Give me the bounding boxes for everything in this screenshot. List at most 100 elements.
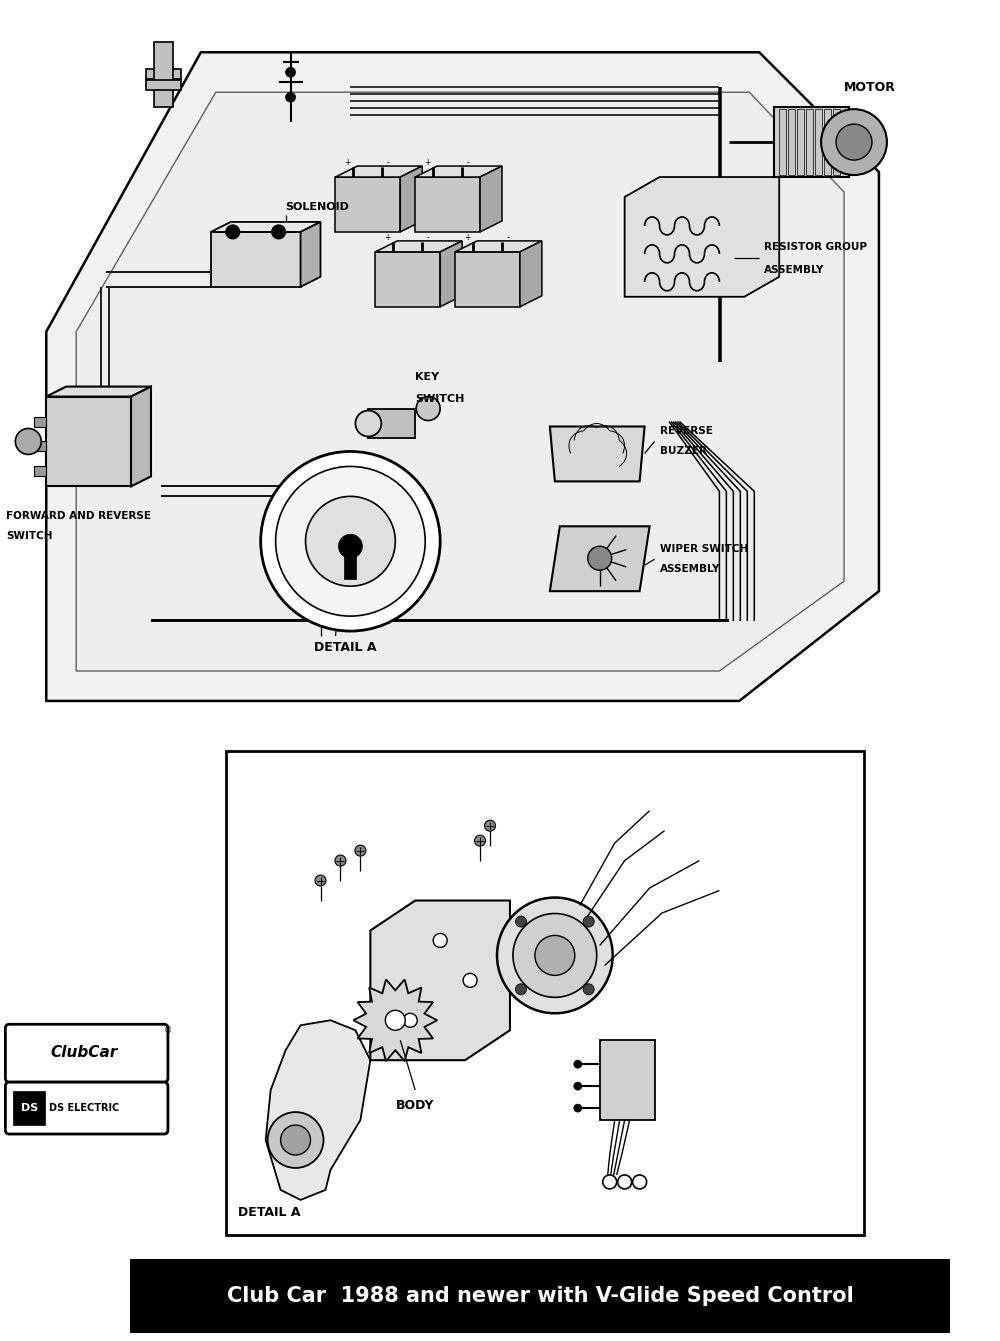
Polygon shape xyxy=(774,107,849,177)
Bar xyxy=(779,109,786,176)
Bar xyxy=(13,1092,45,1125)
Text: -: - xyxy=(387,158,390,168)
Circle shape xyxy=(583,916,594,927)
Bar xyxy=(797,109,804,176)
Circle shape xyxy=(286,67,296,78)
Text: Club Car  1988 and newer with V-Glide Speed Control: Club Car 1988 and newer with V-Glide Spe… xyxy=(227,1286,853,1306)
Circle shape xyxy=(821,109,887,176)
Text: SWITCH: SWITCH xyxy=(6,531,53,542)
Text: DETAIL A: DETAIL A xyxy=(238,1207,300,1219)
Text: +: + xyxy=(464,233,470,241)
Circle shape xyxy=(588,546,612,570)
Text: ASSEMBLY: ASSEMBLY xyxy=(660,565,720,574)
Text: SOLENOID: SOLENOID xyxy=(286,202,349,212)
Circle shape xyxy=(618,1175,632,1189)
Bar xyxy=(226,751,864,1235)
Text: ClubCar: ClubCar xyxy=(51,1045,118,1059)
Polygon shape xyxy=(375,241,462,252)
Circle shape xyxy=(574,1061,582,1069)
Polygon shape xyxy=(368,409,415,439)
Bar xyxy=(344,544,356,579)
Polygon shape xyxy=(46,397,131,487)
Polygon shape xyxy=(335,177,400,232)
Text: ®: ® xyxy=(164,1026,172,1035)
Circle shape xyxy=(836,125,872,160)
Circle shape xyxy=(583,984,594,995)
Text: +: + xyxy=(344,158,351,168)
Text: SWITCH: SWITCH xyxy=(415,393,465,404)
Bar xyxy=(34,417,46,426)
Circle shape xyxy=(355,845,366,856)
Circle shape xyxy=(268,1112,323,1168)
Polygon shape xyxy=(400,166,422,232)
Circle shape xyxy=(516,916,526,927)
Circle shape xyxy=(433,933,447,948)
Text: ASSEMBLY: ASSEMBLY xyxy=(764,264,825,275)
Polygon shape xyxy=(353,979,437,1061)
Polygon shape xyxy=(266,1021,370,1200)
Circle shape xyxy=(475,835,486,846)
Polygon shape xyxy=(625,177,779,296)
Circle shape xyxy=(226,225,240,239)
Bar xyxy=(788,109,795,176)
Text: BUZZER: BUZZER xyxy=(660,447,706,456)
Text: +: + xyxy=(384,233,391,241)
Text: REVERSE: REVERSE xyxy=(660,426,712,437)
Circle shape xyxy=(574,1104,582,1112)
Circle shape xyxy=(485,821,496,831)
Text: MOTOR: MOTOR xyxy=(844,80,896,94)
Circle shape xyxy=(306,496,395,586)
Polygon shape xyxy=(211,232,301,287)
Circle shape xyxy=(335,856,346,866)
Polygon shape xyxy=(46,52,879,701)
Polygon shape xyxy=(375,252,440,307)
Polygon shape xyxy=(550,426,645,481)
Polygon shape xyxy=(211,221,321,232)
Bar xyxy=(131,1259,949,1332)
Circle shape xyxy=(276,467,425,616)
Text: FORWARD AND REVERSE: FORWARD AND REVERSE xyxy=(6,511,151,522)
Polygon shape xyxy=(455,252,520,307)
Polygon shape xyxy=(46,386,151,397)
Text: -: - xyxy=(507,233,509,241)
Circle shape xyxy=(497,897,613,1014)
Bar xyxy=(34,441,46,452)
Polygon shape xyxy=(440,241,462,307)
Polygon shape xyxy=(415,166,502,177)
Text: RESISTOR GROUP: RESISTOR GROUP xyxy=(764,241,867,252)
Circle shape xyxy=(535,936,575,975)
Text: DS ELECTRIC: DS ELECTRIC xyxy=(49,1104,119,1113)
Polygon shape xyxy=(370,901,510,1061)
Bar xyxy=(815,109,822,176)
Text: -: - xyxy=(427,233,430,241)
Text: -: - xyxy=(467,158,469,168)
Bar xyxy=(34,467,46,476)
Circle shape xyxy=(338,534,362,558)
Polygon shape xyxy=(335,166,422,177)
Polygon shape xyxy=(146,80,181,90)
Circle shape xyxy=(385,1010,405,1030)
Text: +: + xyxy=(424,158,430,168)
Circle shape xyxy=(603,1175,617,1189)
Polygon shape xyxy=(76,93,844,670)
FancyBboxPatch shape xyxy=(5,1025,168,1082)
Polygon shape xyxy=(131,386,151,487)
Text: BODY: BODY xyxy=(396,1098,434,1112)
Circle shape xyxy=(286,93,296,102)
Bar xyxy=(824,109,831,176)
Polygon shape xyxy=(520,241,542,307)
Circle shape xyxy=(416,397,440,421)
FancyBboxPatch shape xyxy=(5,1082,168,1134)
Text: DS: DS xyxy=(21,1104,38,1113)
Circle shape xyxy=(261,452,440,632)
Circle shape xyxy=(633,1175,647,1189)
Circle shape xyxy=(403,1014,417,1027)
Circle shape xyxy=(272,225,286,239)
Polygon shape xyxy=(600,1041,655,1120)
Polygon shape xyxy=(455,241,542,252)
Bar xyxy=(833,109,840,176)
Circle shape xyxy=(315,876,326,886)
Polygon shape xyxy=(415,177,480,232)
Circle shape xyxy=(513,913,597,998)
Circle shape xyxy=(516,984,526,995)
